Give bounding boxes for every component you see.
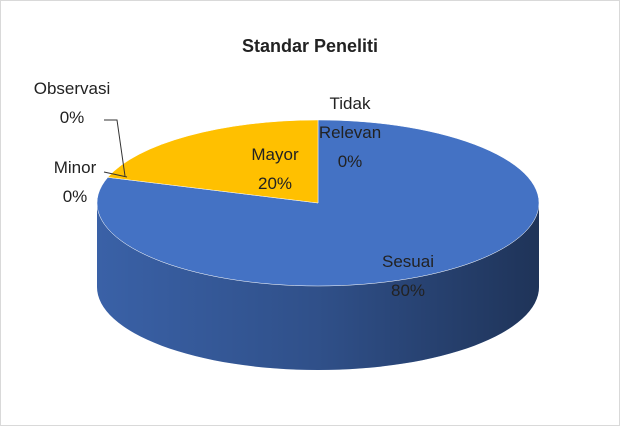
pie (96, 119, 540, 370)
data-label-category: Mayor (251, 145, 299, 164)
data-label: Sesuai 80% (348, 247, 468, 305)
slice-side-shade (97, 203, 539, 370)
leader-line (103, 171, 128, 178)
data-label-category: Tidak Relevan (318, 94, 382, 142)
data-label-value: 0% (62, 187, 88, 206)
chart-title: Standar Peneliti (241, 36, 379, 56)
data-label: Mayor 20% (235, 140, 315, 198)
data-label: Minor 0% (35, 153, 115, 211)
data-label-value: 20% (257, 174, 293, 193)
data-label-value: 0% (59, 108, 85, 127)
data-label-category: Observasi (33, 79, 111, 98)
data-label: Tidak Relevan 0% (315, 89, 385, 176)
leader-line (104, 119, 126, 177)
data-label-category: Minor (53, 158, 97, 177)
data-label: Observasi 0% (22, 74, 122, 132)
data-label-category: Sesuai (382, 252, 434, 271)
slice (107, 119, 319, 204)
data-label-value: 80% (390, 281, 426, 300)
data-label-value: 0% (337, 152, 363, 171)
